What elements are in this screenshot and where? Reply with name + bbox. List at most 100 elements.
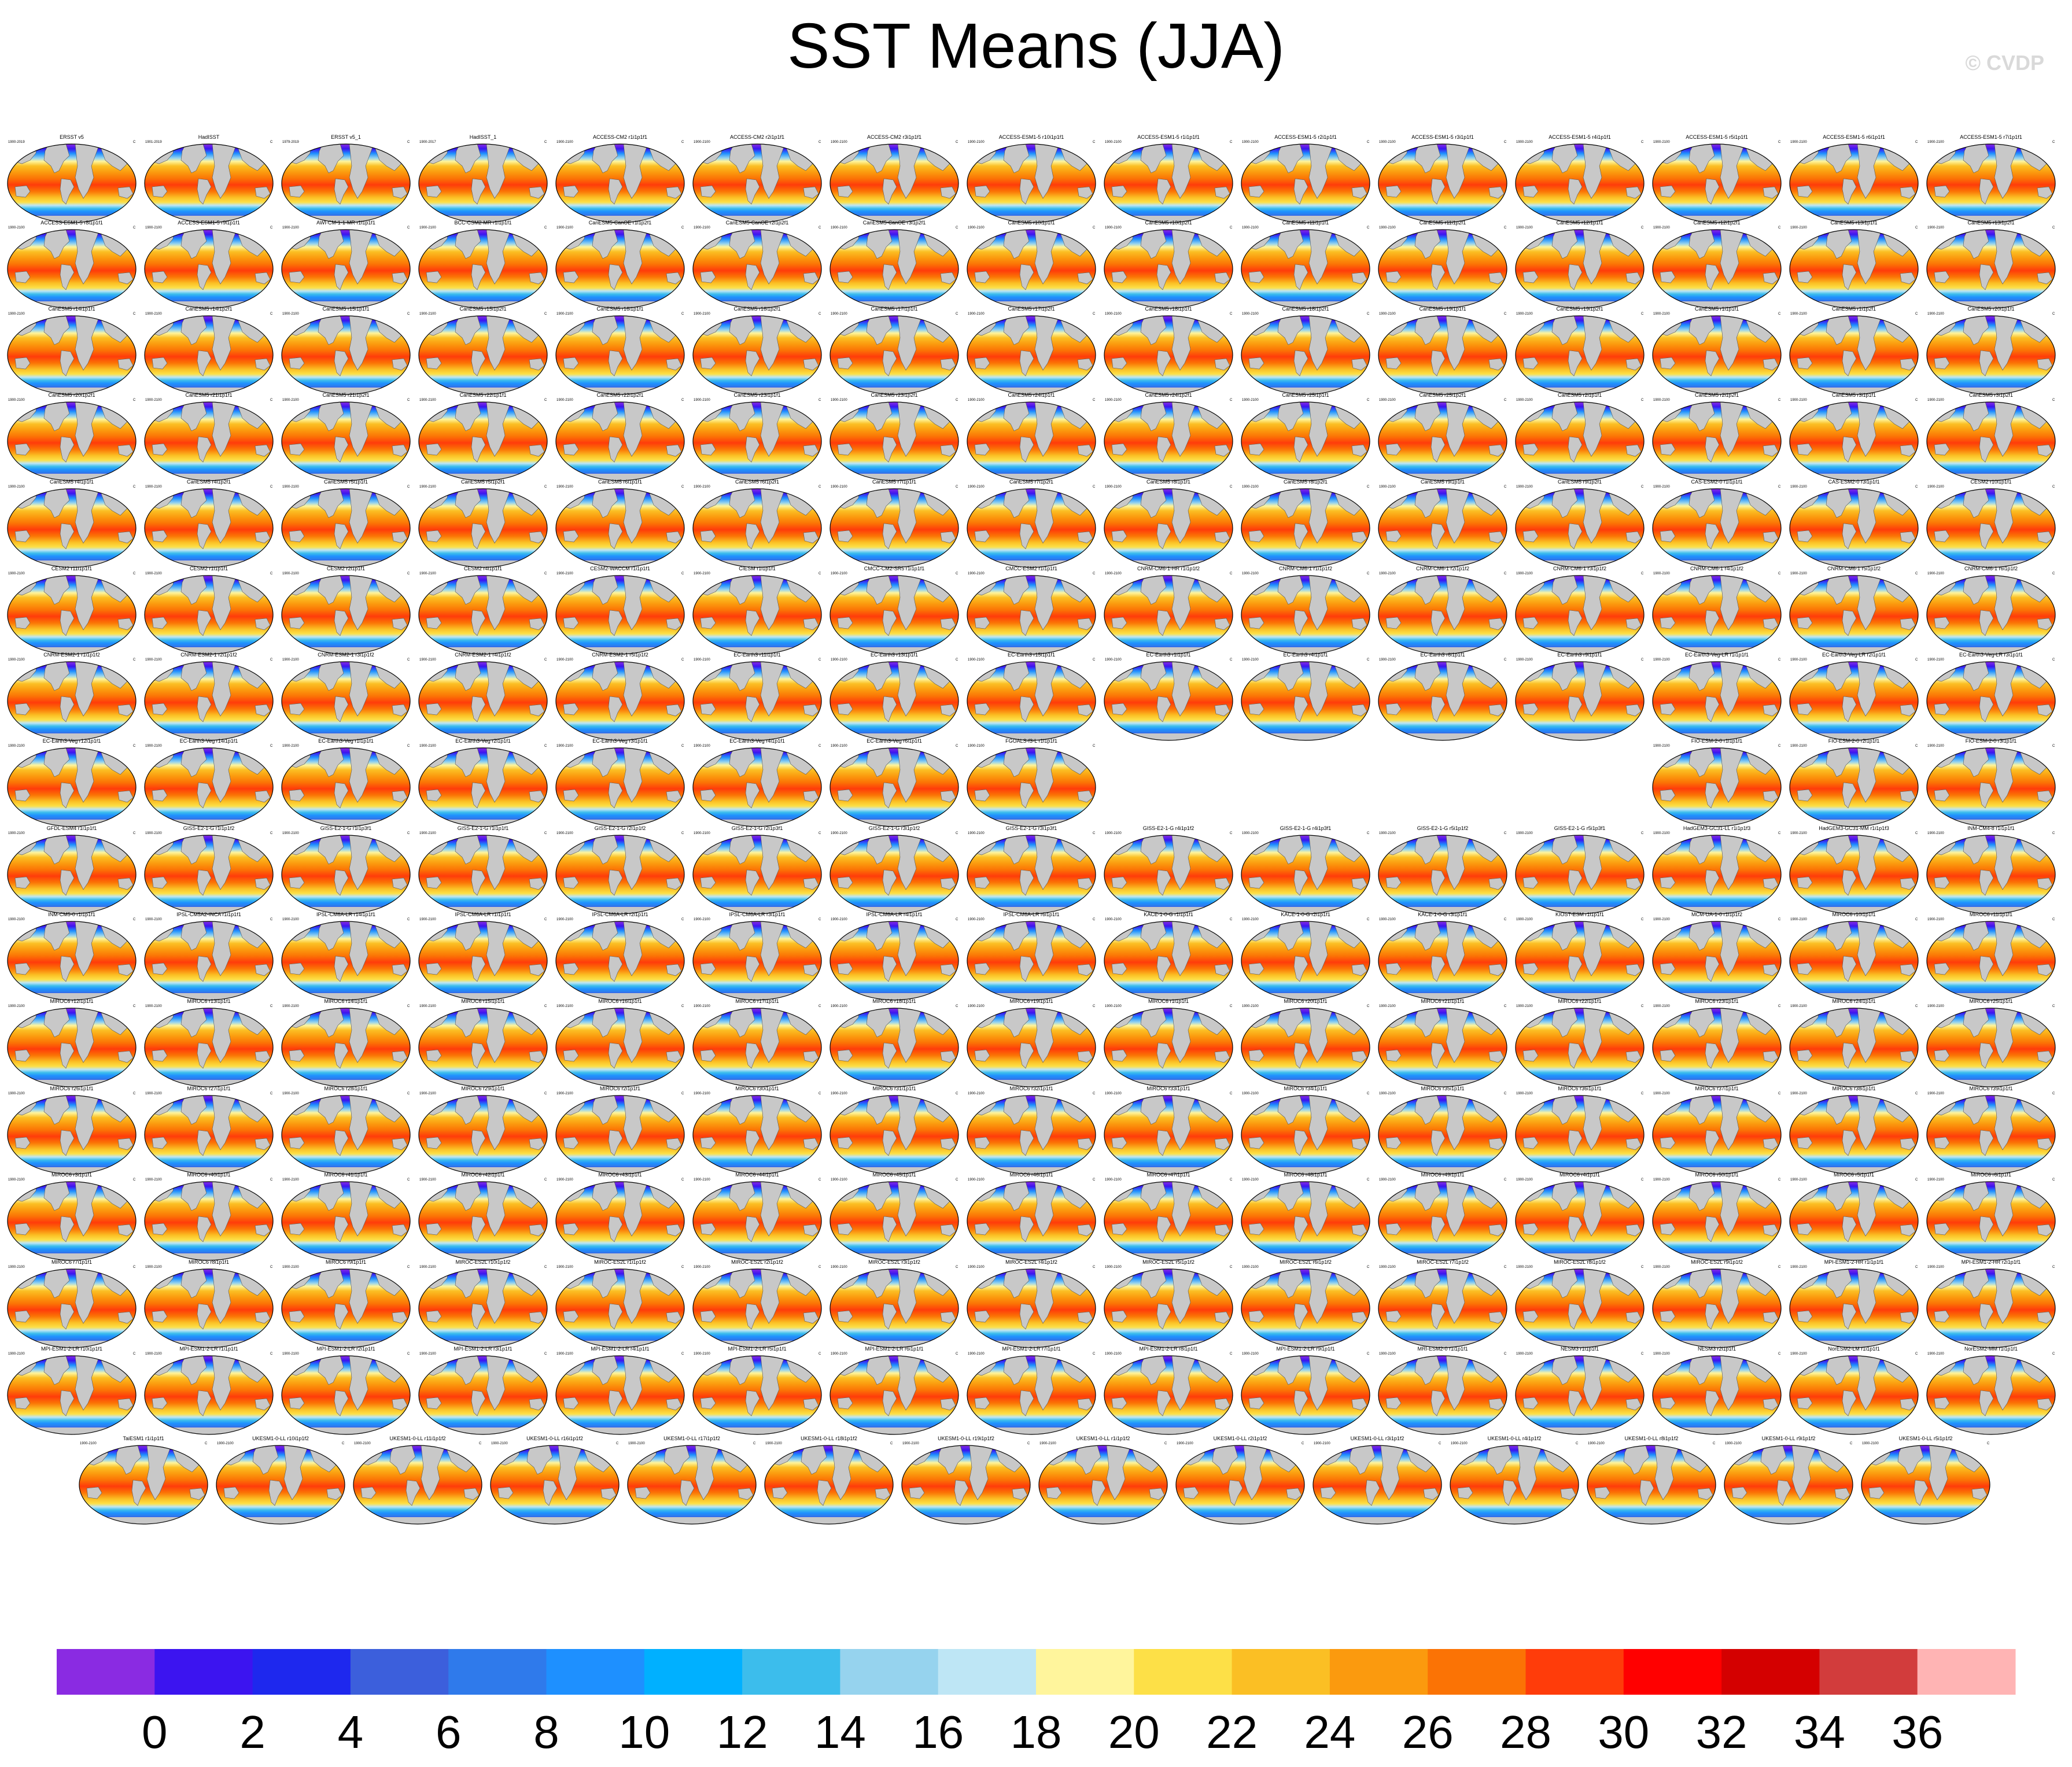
colorbar-swatch bbox=[644, 1649, 743, 1695]
panel-units: C bbox=[681, 1092, 684, 1095]
panel-years: 1900-2100 bbox=[831, 658, 847, 662]
panel-years: 1900-2100 bbox=[145, 399, 162, 402]
panel-units: C bbox=[681, 658, 684, 662]
panel-title: CanESM5 r17i1p2f1 bbox=[1008, 306, 1055, 312]
panel-title: MIROC6 r2i1p1f1 bbox=[600, 1086, 640, 1091]
map-panel: UKESM1-0-LL r9i1p1f2 1900-2100 C bbox=[1724, 1436, 1853, 1524]
panel-years: 1900-2100 bbox=[419, 312, 436, 316]
panel-years: 1900-2100 bbox=[556, 1352, 573, 1356]
map-panel: HadISST_1 1900-2017 C bbox=[419, 134, 547, 223]
panel-years: 1900-2100 bbox=[831, 1352, 847, 1356]
panel-years: 1900-2100 bbox=[8, 1092, 25, 1095]
map-panel: GISS-E2-1-G r1i1p3f1 1900-2100 C bbox=[282, 825, 410, 914]
panel-title: UKESM1-0-LL r10i1p1f2 bbox=[252, 1436, 309, 1441]
panel-units: C bbox=[270, 1352, 273, 1356]
panel-title: CanESM5 r6i1p2f1 bbox=[735, 479, 779, 485]
panel-title: GISS-E2-1-G r2i1p3f1 bbox=[732, 825, 783, 831]
panel-units: C bbox=[1504, 399, 1507, 402]
panel-title: CanESM5 r22i1p2f1 bbox=[596, 392, 643, 398]
panel-title: CanESM5 r2i1p1f1 bbox=[1558, 392, 1602, 398]
panel-years: 1900-2100 bbox=[282, 1178, 299, 1182]
colorbar-swatch bbox=[1819, 1649, 1918, 1695]
map-panel: EC-Earth3 r15i1p1f1 1900-2100 C bbox=[967, 652, 1096, 740]
panel-years: 1900-2100 bbox=[1790, 141, 1807, 144]
panel-years: 1900-2100 bbox=[831, 1005, 847, 1008]
panel-units: C bbox=[270, 485, 273, 489]
map-panel: MIROC6 r36i1p1f1 1900-2100 C bbox=[1516, 1086, 1644, 1174]
panel-title: CIESM r1i1p1f1 bbox=[739, 566, 776, 571]
panel-units: C bbox=[681, 1266, 684, 1269]
panel-title: CAS-ESM2-0 r3i1p1f1 bbox=[1828, 479, 1879, 485]
panel-units: C bbox=[1778, 399, 1781, 402]
panel-title: EC-Earth3 r6i1p1f1 bbox=[1420, 652, 1465, 658]
panel-title: CanESM5 r6i1p1f1 bbox=[598, 479, 642, 485]
panel-title: NorESM2-LM r1i1p1f1 bbox=[1828, 1346, 1880, 1352]
panel-title: INM-CM5-0 r1i1p1f1 bbox=[48, 912, 95, 917]
panel-units: C bbox=[407, 1005, 410, 1008]
map-panel: EC-Earth3 r13i1p1f1 1900-2100 C bbox=[830, 652, 958, 740]
panel-title: MCM-UA-1-0 r1i1p1f2 bbox=[1691, 912, 1742, 917]
panel-units: C bbox=[1641, 1266, 1644, 1269]
panel-title: IPSL-CM6A-LR r1i1p1f1 bbox=[455, 912, 511, 917]
panel-years: 1900-2100 bbox=[1653, 485, 1670, 489]
panel-title: CanESM5 r12i1p1f1 bbox=[1556, 220, 1603, 226]
panel-years: 1900-2100 bbox=[8, 226, 25, 230]
panel-years: 1900-2100 bbox=[1588, 1442, 1605, 1445]
panel-title: CanESM5 r21i1p1f1 bbox=[185, 392, 232, 398]
panel-years: 1900-2100 bbox=[1862, 1442, 1879, 1445]
map-panel: CNRM-ESM2-1 r2i1p1f2 1900-2100 C bbox=[145, 652, 273, 740]
panel-years: 1900-2100 bbox=[556, 918, 573, 921]
panel-years: 1900-2100 bbox=[1242, 658, 1259, 662]
panel-units: C bbox=[1713, 1442, 1716, 1445]
panel-title: CanESM5-CanOE r1i1p2f1 bbox=[589, 220, 652, 226]
panel-units: C bbox=[544, 658, 547, 662]
panel-title: CNRM-CM6-1 r2i1p1f2 bbox=[1416, 566, 1469, 571]
map-panel: CanESM5 r20i1p2f1 1900-2100 C bbox=[8, 392, 136, 481]
map-panel: CanESM5 r3i1p1f1 1900-2100 C bbox=[1790, 392, 1918, 481]
map-panel: IPSL-CM5A2-INCA r1i1p1f1 1900-2100 C bbox=[145, 912, 273, 1000]
panel-title: EC-Earth3-Veg-LR r1i1p1f1 bbox=[1685, 652, 1749, 658]
panel-years: 1900-2100 bbox=[1790, 1266, 1807, 1269]
panel-years: 1900-2100 bbox=[1790, 1178, 1807, 1182]
panel-units: C bbox=[342, 1442, 345, 1445]
panel-title: CanESM5 r11i1p2f1 bbox=[1420, 220, 1466, 226]
map-panel: MIROC6 r17i1p1f1 1900-2100 C bbox=[693, 998, 821, 1087]
map-panel: CanESM5 r23i1p2f1 1900-2100 C bbox=[830, 392, 958, 481]
panel-years: 1900-2100 bbox=[556, 744, 573, 748]
panel-units: C bbox=[2052, 141, 2055, 144]
panel-units: C bbox=[1504, 485, 1507, 489]
panel-units: C bbox=[1641, 226, 1644, 230]
panel-years: 1900-2100 bbox=[1516, 658, 1533, 662]
credit-label: © CVDP bbox=[1965, 51, 2044, 75]
map-panel: GISS-E2-1-G r4i1p3f1 1900-2100 C bbox=[1241, 825, 1370, 914]
map-panel: EC-Earth3-Veg r4i1p1f1 1900-2100 C bbox=[693, 738, 821, 827]
panel-years: 1900-2100 bbox=[694, 226, 710, 230]
panel-years: 1900-2100 bbox=[556, 1005, 573, 1008]
panel-years: 1900-2100 bbox=[145, 485, 162, 489]
panel-title: GISS-E2-1-G r1i1p3f1 bbox=[320, 825, 372, 831]
map-panel: KACE-1-0-G r3i1p1f1 1900-2100 C bbox=[1378, 912, 1507, 1000]
map-panel: CESM2 r1i1p1f1 1900-2100 C bbox=[145, 566, 273, 654]
panel-title: CanESM5-CanOE r2i1p2f1 bbox=[726, 220, 789, 226]
panel-years: 1900-2100 bbox=[1105, 226, 1122, 230]
panel-units: C bbox=[1093, 1352, 1096, 1356]
panel-title: MIROC6 r35i1p1f1 bbox=[1421, 1086, 1464, 1091]
panel-title: MIROC-ES2L r4i1p1f2 bbox=[1005, 1259, 1057, 1265]
panel-units: C bbox=[2052, 658, 2055, 662]
panel-title: MIROC6 r15i1p1f1 bbox=[461, 998, 504, 1004]
panel-title: CAS-ESM2-0 r1i1p1f1 bbox=[1691, 479, 1742, 485]
map-panel: GISS-E2-1-G r3i1p1f2 1900-2100 C bbox=[830, 825, 958, 914]
map-panel: MIROC6 r18i1p1f1 1900-2100 C bbox=[830, 998, 958, 1087]
panel-title: CanESM5 r14i1p1f1 bbox=[48, 306, 95, 312]
panel-units: C bbox=[407, 226, 410, 230]
map-panel: EC-Earth3-Veg r1i1p1f1 1900-2100 C bbox=[282, 738, 410, 827]
colorbar-tick-label: 4 bbox=[338, 1706, 364, 1758]
panel-title: ACCESS-ESM1-5 r7i1p1f1 bbox=[1960, 134, 2022, 140]
map-panel: CanESM5 r18i1p2f1 1900-2100 C bbox=[1241, 306, 1370, 394]
panel-title: MIROC-ES2L r7i1p1f2 bbox=[1417, 1259, 1469, 1265]
panel-title: MIROC6 r37i1p1f1 bbox=[1695, 1086, 1738, 1091]
panel-title: CanESM5 r9i1p2f1 bbox=[1558, 479, 1602, 485]
panel-units: C bbox=[1093, 1092, 1096, 1095]
panel-title: MIROC6 r22i1p1f1 bbox=[1558, 998, 1601, 1004]
panel-title: CanESM5 r23i1p1f1 bbox=[733, 392, 780, 398]
